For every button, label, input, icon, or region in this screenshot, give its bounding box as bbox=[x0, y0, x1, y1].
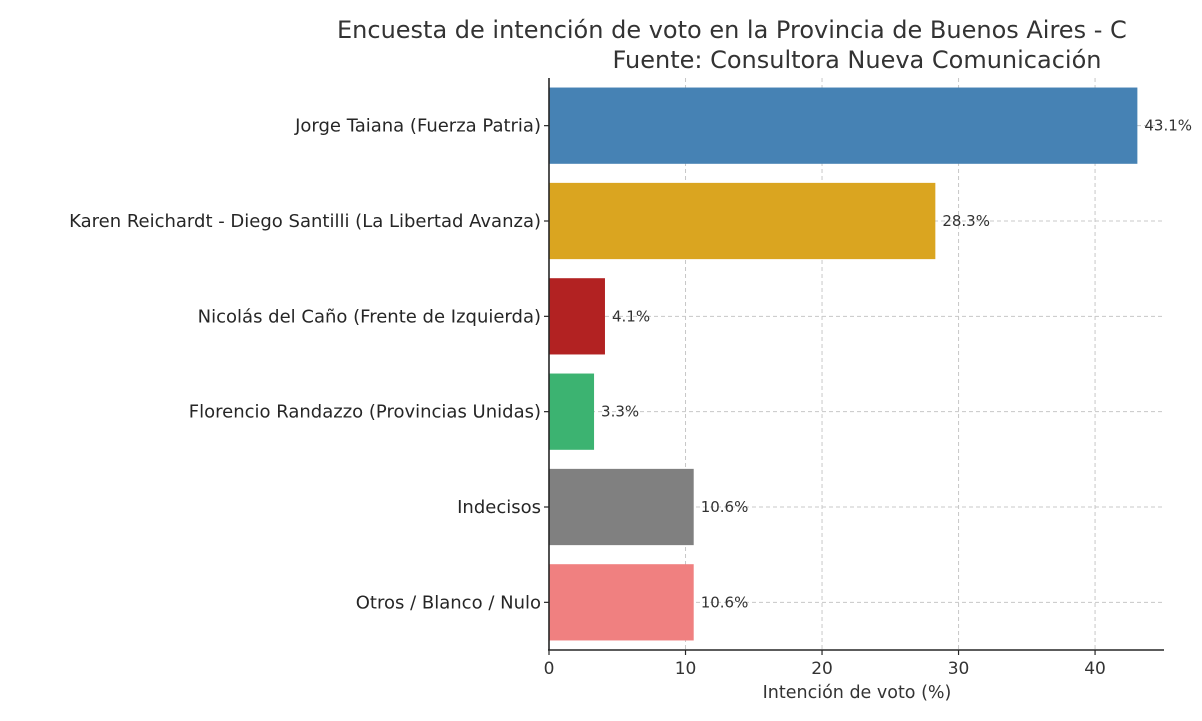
data-label: 4.1% bbox=[612, 307, 650, 325]
data-label: 10.6% bbox=[701, 498, 749, 516]
y-tick-label: Otros / Blanco / Nulo bbox=[356, 592, 541, 613]
y-tick-label: Nicolás del Caño (Frente de Izquierda) bbox=[198, 306, 541, 327]
data-label: 3.3% bbox=[601, 403, 639, 421]
x-tick-label: 0 bbox=[544, 659, 555, 679]
data-label: 10.6% bbox=[701, 593, 749, 611]
data-label: 28.3% bbox=[942, 212, 990, 230]
bar bbox=[549, 182, 936, 260]
y-tick-label: Jorge Taiana (Fuerza Patria) bbox=[294, 116, 541, 137]
bar bbox=[549, 468, 694, 546]
x-tick-label: 30 bbox=[948, 659, 970, 679]
x-tick-label: 20 bbox=[811, 659, 833, 679]
data-labels: 43.1% 28.3% 4.1% 3.3% 10.6% 10.6% bbox=[601, 117, 1192, 612]
y-tick-label: Florencio Randazzo (Provincias Unidas) bbox=[189, 402, 541, 423]
chart-title-line2: Fuente: Consultora Nueva Comunicación bbox=[613, 46, 1102, 74]
bar bbox=[549, 87, 1138, 164]
y-tick-label: Indecisos bbox=[457, 497, 541, 518]
bars bbox=[549, 87, 1138, 641]
bar bbox=[549, 373, 595, 450]
data-label: 43.1% bbox=[1144, 117, 1192, 135]
x-axis-label: Intención de voto (%) bbox=[763, 683, 952, 703]
x-tick-label: 40 bbox=[1084, 659, 1106, 679]
x-ticks: 0 10 20 30 40 bbox=[544, 650, 1106, 679]
y-tick-label: Karen Reichardt - Diego Santilli (La Lib… bbox=[69, 211, 541, 232]
bar bbox=[549, 564, 694, 641]
bar bbox=[549, 278, 605, 355]
chart-title-line1: Encuesta de intención de voto en la Prov… bbox=[337, 16, 1127, 44]
y-tick-labels: Jorge Taiana (Fuerza Patria) Karen Reicha… bbox=[69, 116, 549, 613]
x-tick-label: 10 bbox=[675, 659, 697, 679]
